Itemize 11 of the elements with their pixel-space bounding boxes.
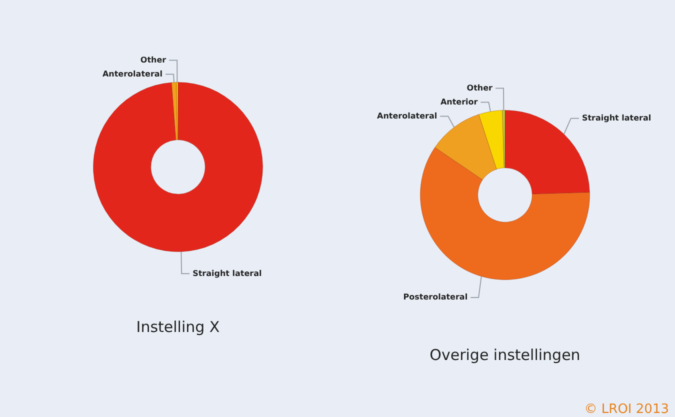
slice-label: Anterolateral: [377, 111, 438, 120]
slice-label: Other: [140, 55, 166, 64]
slice-label: Straight lateral: [192, 268, 262, 278]
slice-label: Posterolateral: [403, 292, 468, 302]
text: Overige instellingen: [428, 346, 582, 364]
slice-label: Other: [466, 83, 493, 92]
text: Instelling X: [135, 318, 221, 336]
slice-label: Straight lateral: [582, 113, 652, 122]
text: © LROI 2013: [584, 402, 669, 417]
slice-label: Anterior: [440, 97, 478, 106]
slice-label: Anterolateral: [102, 69, 163, 78]
